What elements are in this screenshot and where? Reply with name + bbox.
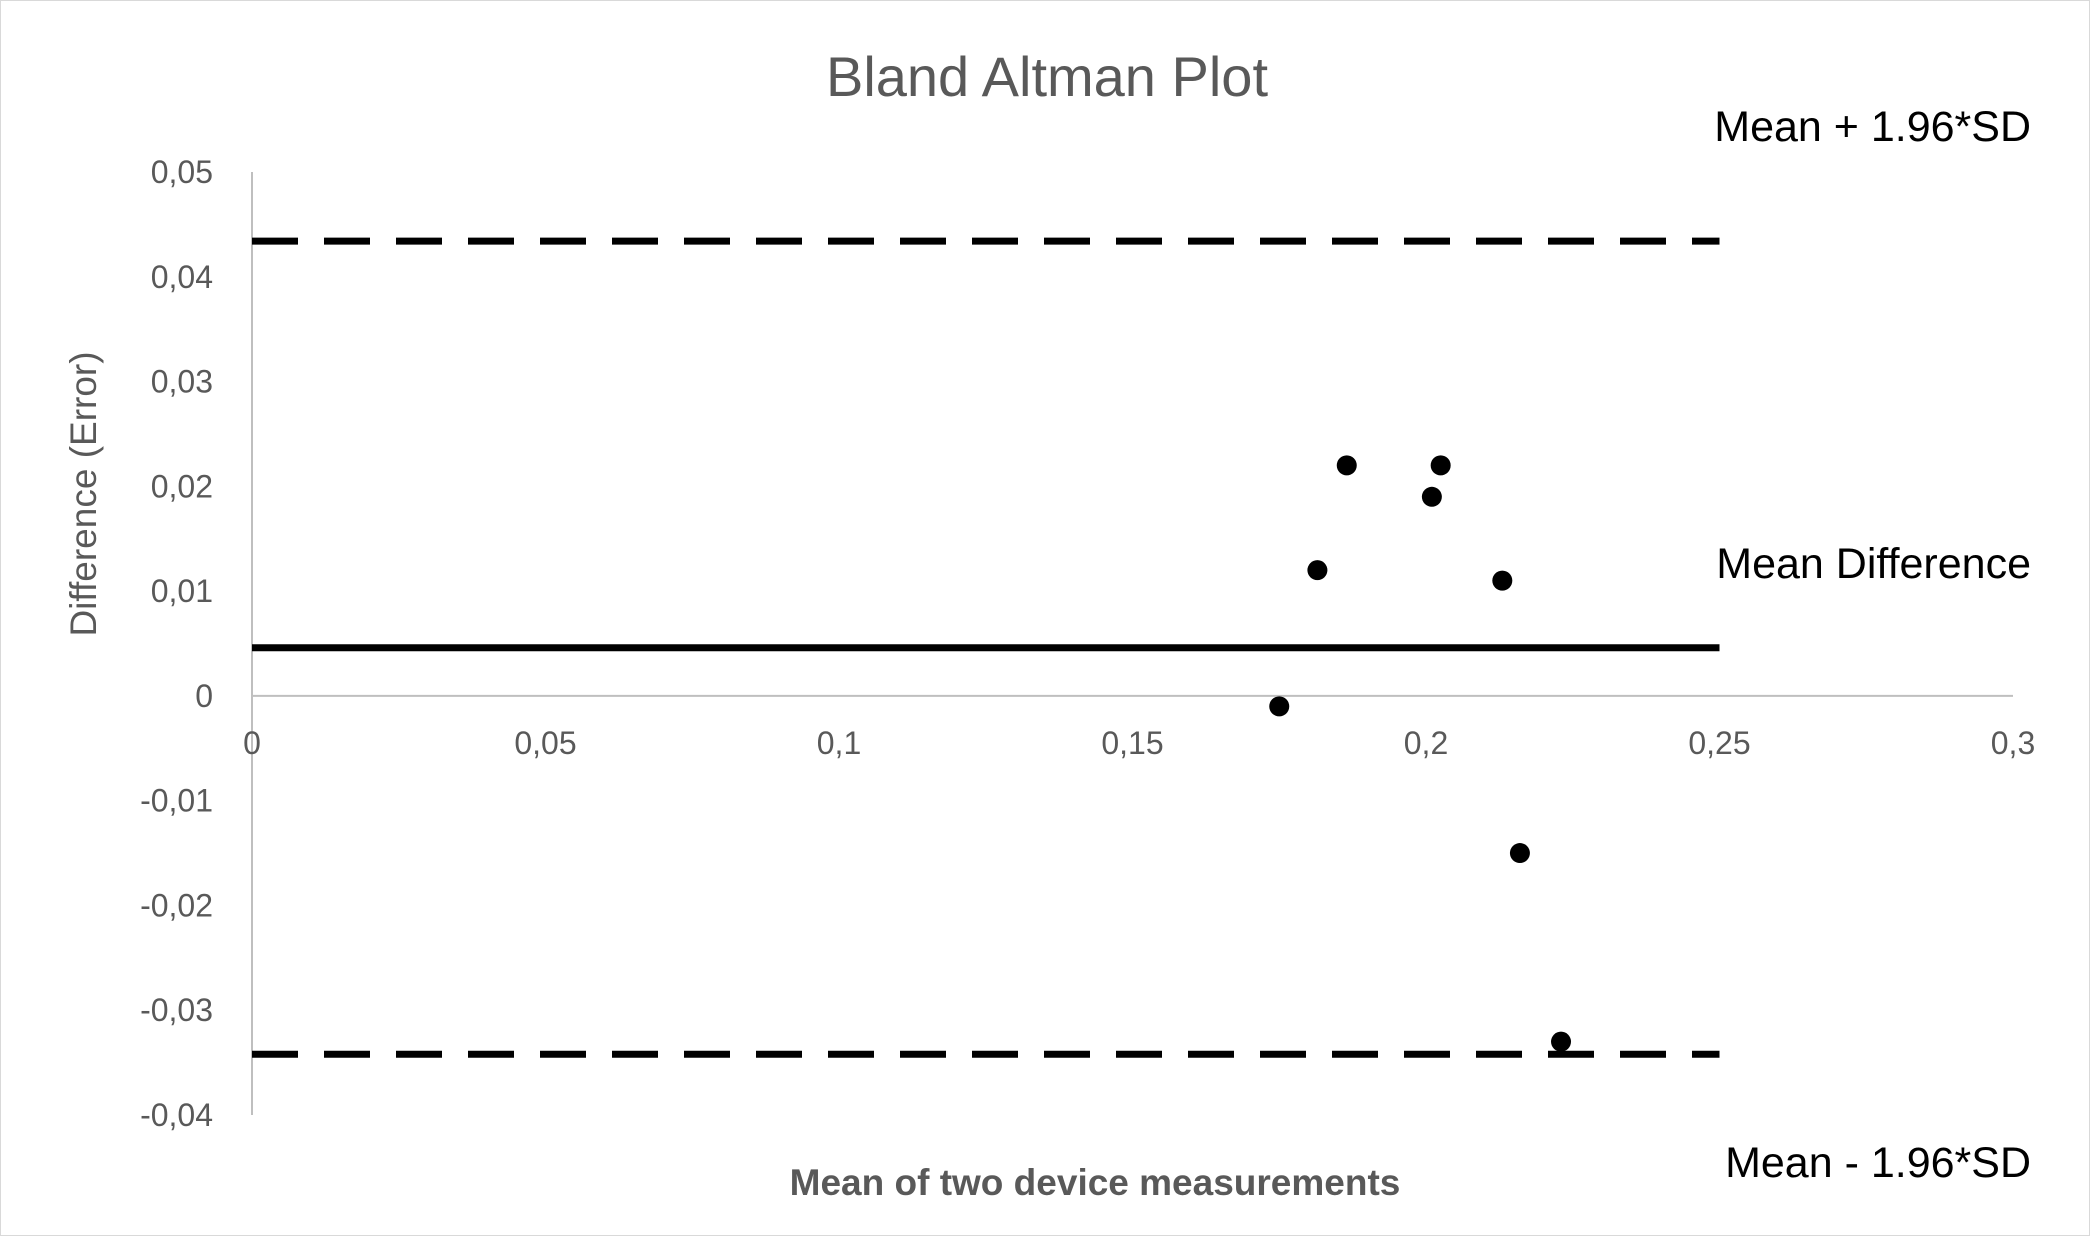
y-axis-title: Difference (Error) bbox=[63, 351, 104, 636]
data-point bbox=[1551, 1031, 1572, 1052]
y-tick-label: -0,03 bbox=[140, 992, 213, 1028]
data-point bbox=[1509, 843, 1530, 864]
x-axis-title: Mean of two device measurements bbox=[790, 1162, 1401, 1203]
x-tick-label: 0,25 bbox=[1688, 725, 1750, 761]
axes bbox=[251, 172, 2013, 1115]
y-tick-label: 0 bbox=[195, 678, 213, 714]
x-tick-label: 0,05 bbox=[514, 725, 576, 761]
reference-line-label: Mean Difference bbox=[1716, 540, 2031, 588]
data-point bbox=[1492, 570, 1513, 591]
data-point bbox=[1269, 696, 1290, 717]
x-tick-label: 0,1 bbox=[817, 725, 861, 761]
reference-line-labels: Mean + 1.96*SD Mean Difference Mean - 1.96… bbox=[1714, 103, 2031, 1187]
data-point bbox=[1430, 455, 1451, 476]
data-point bbox=[1307, 560, 1328, 581]
x-tick-label: 0,3 bbox=[1991, 725, 2035, 761]
y-tick-label: -0,04 bbox=[140, 1097, 213, 1133]
y-tick-label: 0,04 bbox=[151, 259, 213, 295]
y-tick-label: -0,01 bbox=[140, 783, 213, 819]
data-point bbox=[1336, 455, 1357, 476]
reference-lines bbox=[252, 237, 1720, 1058]
x-tick-labels: 0 0,05 0,1 0,15 0,2 0,25 0,3 bbox=[243, 725, 2035, 761]
x-tick-label: 0,15 bbox=[1101, 725, 1163, 761]
x-tick-label: 0 bbox=[243, 725, 261, 761]
data-points bbox=[1269, 455, 1572, 1052]
x-tick-label: 0,2 bbox=[1404, 725, 1448, 761]
y-tick-label: 0,03 bbox=[151, 364, 213, 400]
data-point bbox=[1421, 486, 1442, 507]
y-tick-label: -0,02 bbox=[140, 887, 213, 923]
y-tick-label: 0,02 bbox=[151, 468, 213, 504]
chart-title: Bland Altman Plot bbox=[826, 45, 1268, 108]
y-tick-labels: 0,05 0,04 0,03 0,02 0,01 0 -0,01 -0,02 -0,03 -0,0… bbox=[140, 154, 213, 1133]
reference-line-label: Mean + 1.96*SD bbox=[1714, 103, 2031, 151]
reference-line-label: Mean - 1.96*SD bbox=[1725, 1139, 2031, 1187]
y-tick-label: 0,05 bbox=[151, 154, 213, 190]
y-tick-label: 0,01 bbox=[151, 573, 213, 609]
